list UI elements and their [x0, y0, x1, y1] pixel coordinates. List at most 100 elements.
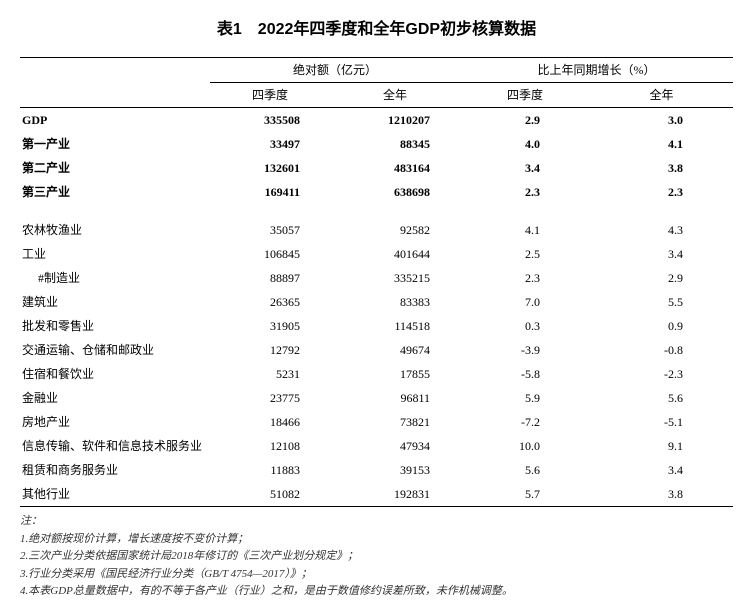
cell: 49674: [330, 338, 460, 362]
cell: 88345: [330, 132, 460, 156]
table-row: 第三产业1694116386982.32.3: [20, 180, 733, 204]
cell: 0.9: [590, 314, 733, 338]
col-q4-2: 四季度: [460, 83, 590, 108]
col-fy-2: 全年: [590, 83, 733, 108]
table-row: GDP33550812102072.93.0: [20, 108, 733, 133]
cell: 335215: [330, 266, 460, 290]
note-line: 3.行业分类采用《国民经济行业分类（GB/T 4754—2017）》；: [20, 566, 733, 584]
note-line: 注：: [20, 513, 733, 531]
cell: 10.0: [460, 434, 590, 458]
table-row: 金融业23775968115.95.6: [20, 386, 733, 410]
cell: 2.3: [460, 266, 590, 290]
cell-label: 租赁和商务服务业: [20, 458, 210, 482]
cell: 4.1: [460, 218, 590, 242]
table-row: 批发和零售业319051145180.30.9: [20, 314, 733, 338]
spacer-row: [20, 204, 733, 218]
cell: 192831: [330, 482, 460, 507]
cell: 2.3: [590, 180, 733, 204]
cell: 401644: [330, 242, 460, 266]
cell-label: 批发和零售业: [20, 314, 210, 338]
cell-label: 房地产业: [20, 410, 210, 434]
cell: 73821: [330, 410, 460, 434]
cell: 92582: [330, 218, 460, 242]
cell: 638698: [330, 180, 460, 204]
table-row: 第一产业33497883454.04.1: [20, 132, 733, 156]
cell-label: 住宿和餐饮业: [20, 362, 210, 386]
cell: 106845: [210, 242, 330, 266]
cell: 17855: [330, 362, 460, 386]
cell: 2.5: [460, 242, 590, 266]
cell: 12792: [210, 338, 330, 362]
note-line: 1.绝对额按现价计算，增长速度按不变价计算；: [20, 531, 733, 549]
cell-label: 第二产业: [20, 156, 210, 180]
cell: 23775: [210, 386, 330, 410]
table-row: 其他行业510821928315.73.8: [20, 482, 733, 507]
cell-label: 第一产业: [20, 132, 210, 156]
table-row: 建筑业26365833837.05.5: [20, 290, 733, 314]
cell: 96811: [330, 386, 460, 410]
table-row: 工业1068454016442.53.4: [20, 242, 733, 266]
cell: 3.4: [460, 156, 590, 180]
cell: 9.1: [590, 434, 733, 458]
table-title: 表1 2022年四季度和全年GDP初步核算数据: [20, 15, 733, 39]
cell: 335508: [210, 108, 330, 133]
cell: 26365: [210, 290, 330, 314]
note-line: 2.三次产业分类依据国家统计局2018年修订的《三次产业划分规定》；: [20, 548, 733, 566]
cell: 0.3: [460, 314, 590, 338]
cell: 4.3: [590, 218, 733, 242]
cell-label: 工业: [20, 242, 210, 266]
cell: 11883: [210, 458, 330, 482]
table-row: #制造业888973352152.32.9: [20, 266, 733, 290]
table-row: 住宿和餐饮业523117855-5.8-2.3: [20, 362, 733, 386]
cell: 483164: [330, 156, 460, 180]
cell: 169411: [210, 180, 330, 204]
cell: -2.3: [590, 362, 733, 386]
cell: 5231: [210, 362, 330, 386]
cell: 39153: [330, 458, 460, 482]
cell: 51082: [210, 482, 330, 507]
cell: 7.0: [460, 290, 590, 314]
cell: 1210207: [330, 108, 460, 133]
cell-label: 农林牧渔业: [20, 218, 210, 242]
cell: 12108: [210, 434, 330, 458]
cell: 33497: [210, 132, 330, 156]
cell: 4.0: [460, 132, 590, 156]
cell: 3.8: [590, 156, 733, 180]
col-group-abs: 绝对额（亿元）: [210, 58, 460, 83]
gdp-table: 绝对额（亿元） 比上年同期增长（%） 四季度 全年 四季度 全年 GDP3355…: [20, 57, 733, 507]
cell: -5.1: [590, 410, 733, 434]
table-row: 第二产业1326014831643.43.8: [20, 156, 733, 180]
cell: 83383: [330, 290, 460, 314]
table-row: 房地产业1846673821-7.2-5.1: [20, 410, 733, 434]
table-row: 农林牧渔业35057925824.14.3: [20, 218, 733, 242]
cell: -3.9: [460, 338, 590, 362]
cell: 2.9: [590, 266, 733, 290]
cell: 5.6: [460, 458, 590, 482]
cell: -0.8: [590, 338, 733, 362]
cell-label: GDP: [20, 108, 210, 133]
cell: 47934: [330, 434, 460, 458]
cell: 3.0: [590, 108, 733, 133]
cell-label: 金融业: [20, 386, 210, 410]
cell: 3.4: [590, 458, 733, 482]
cell-label: 第三产业: [20, 180, 210, 204]
cell: 132601: [210, 156, 330, 180]
cell: 5.7: [460, 482, 590, 507]
cell: 3.8: [590, 482, 733, 507]
cell-label: 建筑业: [20, 290, 210, 314]
cell: 5.6: [590, 386, 733, 410]
col-fy-1: 全年: [330, 83, 460, 108]
col-blank: [20, 58, 210, 108]
table-row: 交通运输、仓储和邮政业1279249674-3.9-0.8: [20, 338, 733, 362]
cell: -7.2: [460, 410, 590, 434]
table-row: 租赁和商务服务业11883391535.63.4: [20, 458, 733, 482]
cell: 18466: [210, 410, 330, 434]
cell: 5.9: [460, 386, 590, 410]
cell: -5.8: [460, 362, 590, 386]
cell: 114518: [330, 314, 460, 338]
cell: 3.4: [590, 242, 733, 266]
col-group-growth: 比上年同期增长（%）: [460, 58, 733, 83]
cell: 88897: [210, 266, 330, 290]
cell-label: 其他行业: [20, 482, 210, 507]
cell-label: 交通运输、仓储和邮政业: [20, 338, 210, 362]
